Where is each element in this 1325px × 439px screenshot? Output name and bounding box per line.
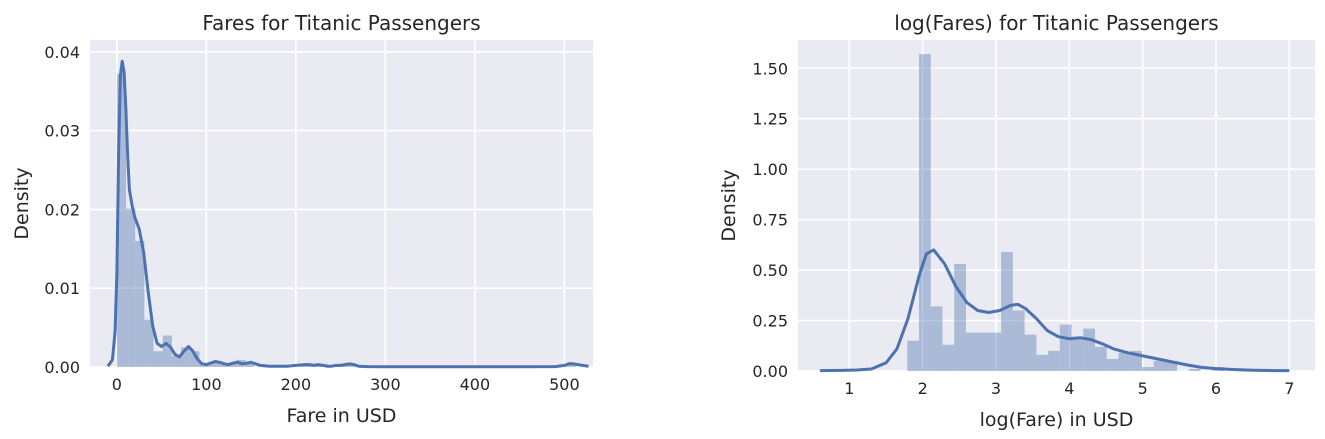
log-fares-y-tick-label: 1.00 [752, 160, 788, 179]
fares-histogram-bar [153, 351, 163, 367]
fares-y-tick-label: 0.00 [44, 358, 80, 377]
log-fares-histogram-bar [1106, 358, 1119, 371]
fares-x-tick-label: 200 [281, 375, 312, 394]
fares-histogram-bar [171, 355, 182, 367]
log-fares-x-tick-label: 1 [844, 379, 854, 398]
fares-x-tick-label: 0 [112, 375, 122, 394]
log-fares-y-tick-label: 1.25 [752, 110, 788, 129]
log-fares-histogram-bar [1188, 368, 1201, 371]
fares-gridlines [90, 40, 593, 368]
log-fares-histogram-bar [1130, 350, 1142, 371]
log-fares-y-tick-label: 0.50 [752, 261, 788, 280]
fares-histogram-bar [116, 73, 127, 367]
log-fares-histogram-bar [1118, 352, 1131, 371]
fares-histogram-bar [245, 363, 255, 367]
fares-x-axis-label: Fare in USD [287, 405, 397, 427]
fares-chart: 0 100 200 300 400 500 0.00 0.01 0.02 0.03 0.04 Fa… [11, 11, 593, 427]
fares-histogram-bar [208, 362, 218, 367]
log-fares-histogram-bar [1083, 328, 1095, 371]
fares-y-tick-labels: 0.00 0.01 0.02 0.03 0.04 [44, 43, 80, 377]
fares-y-axis-label: Density [11, 167, 33, 239]
fares-histogram-bar [300, 365, 310, 367]
fares-x-tick-label: 400 [460, 375, 491, 394]
log-fares-kde-line [819, 248, 1290, 373]
fares-plot-area [90, 40, 593, 367]
fares-x-tick-label: 100 [191, 375, 222, 394]
fares-histogram-bar [135, 240, 145, 367]
log-fares-histogram-bar [965, 332, 978, 371]
fares-histogram-bar [217, 363, 227, 367]
fares-y-tick-label: 0.02 [44, 200, 80, 219]
fares-histogram-bar [126, 208, 136, 367]
log-fares-x-tick-label: 5 [1138, 379, 1148, 398]
log-fares-histogram-bar [1024, 334, 1037, 371]
fares-histogram-bar [566, 364, 576, 367]
log-fares-histogram-bar [1059, 324, 1072, 371]
log-fares-histogram-bar [1001, 251, 1013, 371]
log-fares-histogram-bar [1071, 336, 1084, 371]
log-fares-plot-area [798, 40, 1315, 371]
log-fares-chart: 1 2 3 4 5 6 7 0.00 0.25 0.50 0.75 1.00 1.25 1.50 log… [718, 11, 1315, 431]
log-fares-histogram-bar [989, 332, 1002, 371]
log-fares-x-tick-labels: 1 2 3 4 5 6 7 [844, 379, 1294, 398]
fares-y-tick-label: 0.04 [44, 43, 80, 62]
log-fares-y-tick-labels: 0.00 0.25 0.50 0.75 1.00 1.25 1.50 [752, 59, 788, 381]
log-fares-histogram-bar [942, 344, 955, 371]
log-fares-y-tick-label: 0.75 [752, 211, 788, 230]
fares-y-tick-label: 0.03 [44, 122, 80, 141]
fares-chart-title: Fares for Titanic Passengers [202, 11, 480, 35]
fares-kde-line [106, 59, 589, 369]
log-fares-x-axis-label: log(Fare) in USD [980, 409, 1134, 431]
log-fares-histogram-bar [919, 54, 931, 371]
log-fares-y-tick-label: 0.25 [752, 312, 788, 331]
fares-histogram-bar [181, 347, 191, 367]
log-fares-chart-title: log(Fares) for Titanic Passengers [894, 11, 1218, 35]
log-fares-histogram-bar [954, 264, 966, 371]
log-fares-histogram-bar [907, 340, 919, 371]
log-fares-y-tick-label: 0.00 [752, 362, 788, 381]
log-fares-y-tick-label: 1.50 [752, 59, 788, 78]
fares-histogram-bar [162, 335, 172, 367]
fares-histogram-bar [190, 351, 200, 367]
log-fares-histogram-bar [1036, 354, 1049, 371]
fares-x-tick-label: 300 [370, 375, 401, 394]
fares-histogram-bar [226, 363, 237, 367]
fares-histogram-bar [144, 319, 154, 367]
log-fares-histogram-bars [907, 54, 1225, 371]
log-fares-histogram-bar [1048, 350, 1060, 371]
fares-x-tick-label: 500 [549, 375, 580, 394]
log-fares-histogram-bar [1165, 360, 1178, 371]
log-fares-x-tick-label: 3 [991, 379, 1001, 398]
fares-x-tick-labels: 0 100 200 300 400 500 [112, 375, 580, 394]
log-fares-histogram-bar [977, 332, 990, 371]
log-fares-histogram-bar [1095, 346, 1107, 371]
log-fares-gridlines [798, 40, 1315, 372]
log-fares-histogram-bar [1012, 310, 1025, 371]
fares-y-tick-label: 0.01 [44, 279, 80, 298]
log-fares-x-tick-label: 6 [1211, 379, 1221, 398]
log-fares-histogram-bar [1141, 366, 1154, 371]
log-fares-histogram-bar [1153, 360, 1166, 371]
log-fares-histogram-bar [930, 306, 943, 371]
log-fares-y-axis-label: Density [718, 169, 740, 241]
log-fares-x-tick-label: 7 [1284, 379, 1294, 398]
log-fares-x-tick-label: 2 [918, 379, 928, 398]
log-fares-x-tick-label: 4 [1064, 379, 1074, 398]
